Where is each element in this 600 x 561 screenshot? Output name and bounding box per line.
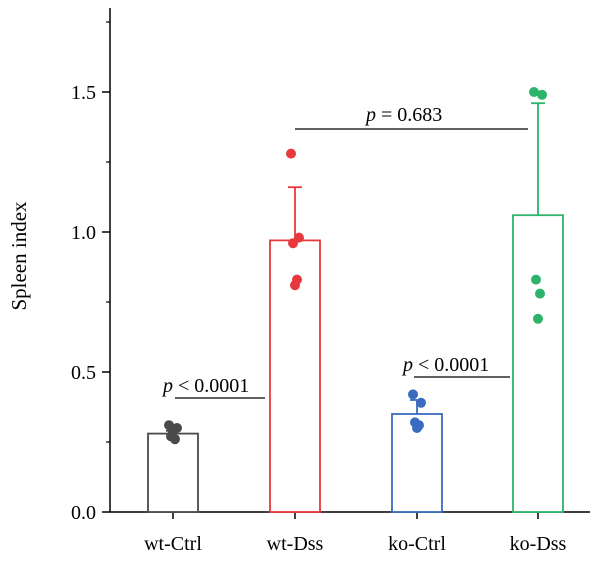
data-point	[168, 425, 178, 436]
data-point	[412, 423, 422, 433]
axes: 0.0 0.5 1.0 1.5 wt-Ctrl wt-Dss ko-Ctrl ko-Dss	[71, 8, 590, 555]
x-tick-label: wt-Dss	[267, 533, 324, 555]
y-tick-label: 0.5	[71, 362, 96, 384]
data-points	[164, 87, 547, 445]
y-tick-label: 0.0	[71, 502, 96, 524]
x-tick-label: wt-Ctrl	[144, 533, 202, 555]
p-value-label: p = 0.683	[364, 104, 442, 126]
significance-annotations: p < 0.0001 p = 0.683 p < 0.0001	[161, 104, 528, 399]
data-point	[529, 87, 539, 97]
p-value-label: p < 0.0001	[161, 375, 249, 397]
data-point	[290, 280, 300, 291]
data-point	[170, 434, 180, 445]
y-axis-title: Spleen index	[7, 201, 31, 311]
bar	[147, 432, 199, 513]
data-point	[286, 148, 296, 159]
y-tick-label: 1.5	[71, 82, 96, 104]
x-tick-label: ko-Dss	[510, 533, 567, 555]
data-point	[535, 288, 545, 299]
bars	[147, 214, 564, 513]
y-tick-label: 1.0	[71, 222, 96, 244]
x-tick-label: ko-Ctrl	[388, 533, 446, 555]
p-value-label: p < 0.0001	[401, 354, 489, 376]
data-point	[408, 389, 418, 400]
data-point	[533, 313, 543, 324]
data-point	[416, 397, 426, 408]
data-point	[537, 89, 547, 100]
bar	[512, 214, 564, 513]
data-point	[531, 274, 541, 285]
data-point	[288, 238, 298, 249]
